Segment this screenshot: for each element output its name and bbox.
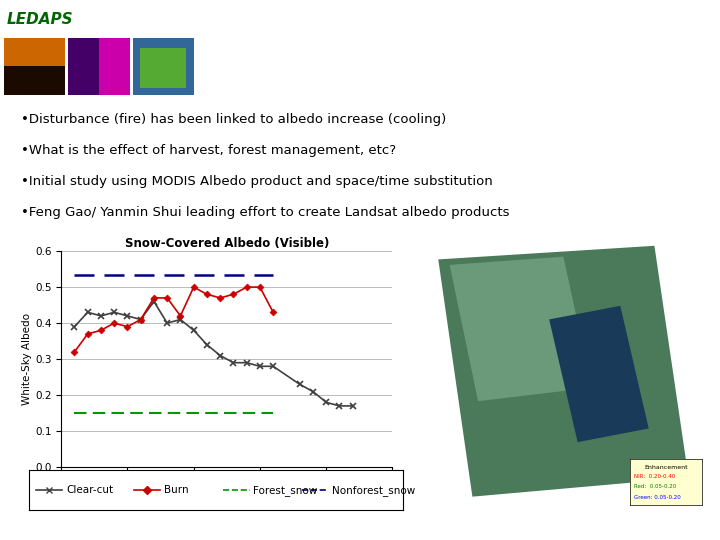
Text: Green: 0.05-0.20: Green: 0.05-0.20 [634,495,680,500]
Burn [96,327,105,334]
Y-axis label: White-Sky Albedo: White-Sky Albedo [22,313,32,405]
Bar [4,38,65,94]
Text: LEDAPS: LEDAPS [6,12,73,27]
Bar [133,38,194,94]
Text: •What is the effect of harvest, forest management, etc?: •What is the effect of harvest, forest m… [22,144,397,157]
Bar [4,38,65,66]
Burn [123,323,132,330]
Clear-cut [202,341,211,348]
Burn [202,291,211,298]
Clear-cut [136,316,145,323]
Clear-cut [96,313,105,319]
Burn [176,313,185,319]
Burn [189,284,198,291]
Text: •Disturbance (fire) has been linked to albedo increase (cooling): •Disturbance (fire) has been linked to a… [22,113,446,126]
Clear-cut [269,363,277,369]
Text: Red:  0.05-0.20: Red: 0.05-0.20 [634,484,676,489]
Polygon shape [549,306,649,442]
Burn [70,349,78,355]
Clear-cut [335,403,343,409]
Clear-cut [348,403,357,409]
Clear-cut [110,309,119,315]
Bar [99,38,130,94]
Burn [84,330,92,337]
Text: Landsat Disturbance Albedo: Landsat Disturbance Albedo [402,58,713,77]
Clear-cut [295,381,304,388]
Bar [68,38,99,94]
Clear-cut [70,323,78,330]
Burn [229,291,238,298]
Clear-cut [229,360,238,366]
Clear-cut [189,327,198,334]
Bar [133,38,194,94]
Text: Clear-cut: Clear-cut [66,485,113,495]
Clear-cut [322,399,330,406]
Text: •Feng Gao/ Yanmin Shui leading effort to create Landsat albedo products: •Feng Gao/ Yanmin Shui leading effort to… [22,206,510,219]
Text: Forest_snow: Forest_snow [253,484,318,496]
Bar [140,48,186,88]
Burn [216,295,225,301]
Clear-cut [243,360,251,366]
Burn [269,309,277,315]
Clear-cut [150,298,158,305]
Clear-cut [84,309,92,315]
Title: Snow-Covered Albedo (Visible): Snow-Covered Albedo (Visible) [125,237,329,250]
Burn [243,284,251,291]
Polygon shape [449,256,592,401]
Polygon shape [438,246,688,497]
Text: NIR:  0.20-0.40: NIR: 0.20-0.40 [634,474,675,478]
Burn [110,320,119,326]
Text: Enhancement: Enhancement [644,464,688,469]
Burn [256,284,264,291]
Burn [150,295,158,301]
Clear-cut [123,313,132,319]
Clear-cut [163,320,171,326]
Burn [163,295,171,301]
Burn [136,316,145,323]
Bar [68,38,130,94]
Clear-cut [176,316,185,323]
Text: Burn: Burn [163,485,188,495]
Line: Burn: Burn [72,285,276,354]
Bar [4,66,65,94]
Text: Nonforest_snow: Nonforest_snow [332,484,415,496]
X-axis label: Years Since Disturbance: Years Since Disturbance [147,492,307,505]
Clear-cut [256,363,264,369]
Clear-cut [216,352,225,359]
Text: •Initial study using MODIS Albedo product and space/time substitution: •Initial study using MODIS Albedo produc… [22,176,493,188]
Line: Clear-cut: Clear-cut [72,299,356,409]
Clear-cut [309,388,318,395]
